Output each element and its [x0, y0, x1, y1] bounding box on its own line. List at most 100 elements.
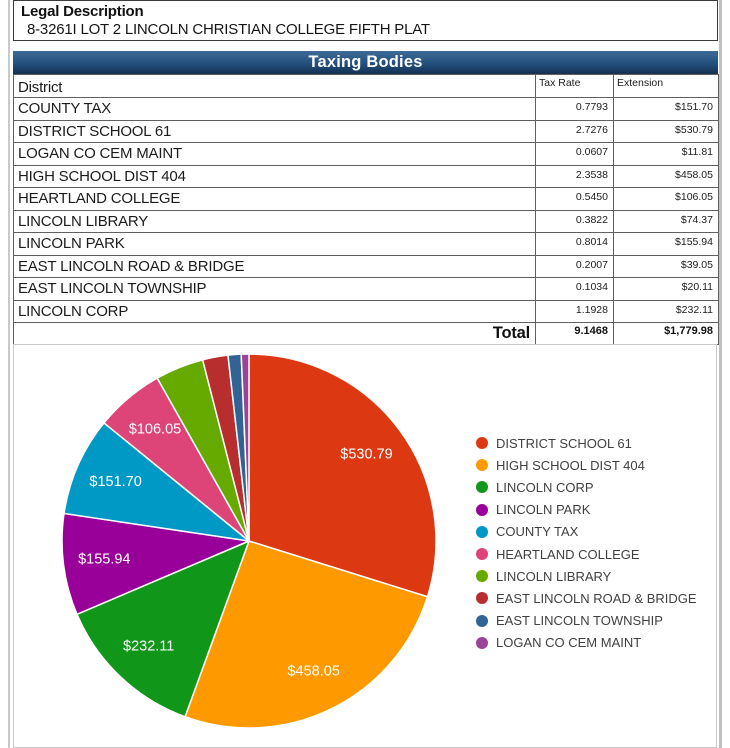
legend-label: LINCOLN PARK	[496, 502, 591, 518]
pie-slice	[63, 422, 250, 542]
legend-color-dot-icon	[476, 570, 488, 583]
pie-slice	[76, 540, 250, 718]
column-header-extension: Extension	[613, 74, 719, 98]
legend-label: HEARTLAND COLLEGE	[496, 546, 640, 562]
district-cell: LINCOLN CORP	[13, 299, 536, 323]
district-cell: EAST LINCOLN TOWNSHIP	[13, 277, 536, 301]
pie-slice-label: $530.79	[340, 446, 392, 462]
extension-cell: $74.37	[613, 209, 719, 233]
pie-slice-label: $155.94	[78, 551, 130, 567]
table-row: HIGH SCHOOL DIST 404 2.3538 $458.05	[13, 164, 719, 188]
table-row: LINCOLN LIBRARY 0.3822 $74.37	[13, 209, 719, 233]
tax-rate-cell: 2.7276	[535, 119, 614, 143]
district-cell: HEARTLAND COLLEGE	[13, 187, 536, 211]
district-cell: LINCOLN PARK	[13, 232, 536, 256]
legend-item: DISTRICT SCHOOL 61	[476, 432, 697, 454]
extension-cell: $151.70	[613, 97, 719, 121]
pie-slice-label: $151.70	[89, 474, 141, 490]
tax-rate-cell: 0.7793	[535, 97, 614, 121]
legend-item: EAST LINCOLN ROAD & BRIDGE	[476, 587, 697, 609]
table-row: COUNTY TAX 0.7793 $151.70	[13, 97, 719, 121]
legend-color-dot-icon	[476, 459, 488, 472]
legend-label: LINCOLN LIBRARY	[496, 568, 612, 584]
legend-label: EAST LINCOLN TOWNSHIP	[496, 613, 663, 629]
legend-label: DISTRICT SCHOOL 61	[496, 435, 632, 451]
tax-rate-cell: 1.1928	[535, 299, 614, 323]
legend-color-dot-icon	[476, 548, 488, 561]
chart-legend: DISTRICT SCHOOL 61 HIGH SCHOOL DIST 404 LI…	[476, 432, 697, 654]
pie-slice	[248, 353, 437, 598]
legend-label: EAST LINCOLN ROAD & BRIDGE	[496, 590, 697, 606]
pie-chart: $530.79 $458.05 $232.11 $155.94 $151.70 $106.…	[61, 353, 437, 729]
district-cell: HIGH SCHOOL DIST 404	[13, 164, 536, 188]
legend-item: LINCOLN LIBRARY	[476, 565, 697, 587]
legend-item: HEARTLAND COLLEGE	[476, 543, 697, 565]
table-total-row: Total 9.1468 $1,779.98	[13, 322, 719, 345]
taxing-bodies-header: Taxing Bodies	[13, 51, 718, 74]
extension-cell: $530.79	[613, 119, 719, 143]
legend-color-dot-icon	[476, 437, 488, 450]
district-cell: COUNTY TAX	[13, 97, 536, 121]
extension-cell: $20.11	[613, 277, 719, 301]
table-row: EAST LINCOLN TOWNSHIP 0.1034 $20.11	[13, 277, 719, 301]
legend-item: LINCOLN CORP	[476, 476, 697, 498]
district-cell: LOGAN CO CEM MAINT	[13, 142, 536, 166]
pie-slice	[184, 540, 429, 729]
legend-color-dot-icon	[476, 636, 488, 649]
legend-label: HIGH SCHOOL DIST 404	[496, 457, 645, 473]
legend-color-dot-icon	[476, 481, 488, 494]
pie-slice-label: $232.11	[123, 639, 174, 655]
legend-color-dot-icon	[476, 614, 488, 627]
extension-cell: $11.81	[613, 142, 719, 166]
table-row: LINCOLN PARK 0.8014 $155.94	[13, 232, 719, 256]
district-cell: DISTRICT SCHOOL 61	[13, 119, 536, 143]
table-row: DISTRICT SCHOOL 61 2.7276 $530.79	[13, 119, 719, 143]
tax-rate-cell: 0.0607	[535, 142, 614, 166]
page-right-border	[719, 0, 722, 748]
extension-cell: $458.05	[613, 164, 719, 188]
table-row: HEARTLAND COLLEGE 0.5450 $106.05	[13, 187, 719, 211]
legend-item: COUNTY TAX	[476, 521, 697, 543]
pie-slice-label: $458.05	[287, 664, 339, 680]
legal-description-heading: Legal Description	[21, 3, 144, 20]
tax-rate-cell: 0.3822	[535, 209, 614, 233]
legend-color-dot-icon	[476, 592, 488, 605]
tax-rate-cell: 0.2007	[535, 254, 614, 278]
table-row: LOGAN CO CEM MAINT 0.0607 $11.81	[13, 142, 719, 166]
extension-cell: $155.94	[613, 232, 719, 256]
total-tax-rate: 9.1468	[535, 322, 614, 345]
column-header-tax-rate: Tax Rate	[535, 74, 614, 98]
legal-description-text: 8-3261I LOT 2 LINCOLN CHRISTIAN COLLEGE …	[27, 21, 430, 38]
legend-label: LINCOLN CORP	[496, 479, 594, 495]
legend-label: COUNTY TAX	[496, 524, 579, 540]
total-label: Total	[13, 322, 536, 345]
table-header-row: District Tax Rate Extension	[13, 74, 719, 98]
pie-slice	[61, 512, 250, 616]
legend-label: LOGAN CO CEM MAINT	[496, 635, 642, 651]
legend-item: EAST LINCOLN TOWNSHIP	[476, 610, 697, 632]
table-row: EAST LINCOLN ROAD & BRIDGE 0.2007 $39.05	[13, 254, 719, 278]
pie-slice-label: $106.05	[129, 421, 181, 437]
legend-color-dot-icon	[476, 503, 488, 516]
extension-cell: $39.05	[613, 254, 719, 278]
district-cell: EAST LINCOLN ROAD & BRIDGE	[13, 254, 536, 278]
tax-distribution-chart: $530.79 $458.05 $232.11 $155.94 $151.70 $106.…	[13, 344, 717, 748]
tax-rate-cell: 0.8014	[535, 232, 614, 256]
legend-item: HIGH SCHOOL DIST 404	[476, 454, 697, 476]
legend-color-dot-icon	[476, 525, 488, 538]
legal-description-box: Legal Description 8-3261I LOT 2 LINCOLN …	[13, 0, 718, 41]
column-header-district: District	[13, 74, 536, 98]
taxing-bodies-table: District Tax Rate Extension COUNTY TAX 0.…	[13, 74, 719, 345]
legend-item: LINCOLN PARK	[476, 499, 697, 521]
pie-slice	[240, 353, 250, 542]
tax-rate-cell: 2.3538	[535, 164, 614, 188]
tax-rate-cell: 0.5450	[535, 187, 614, 211]
tax-rate-cell: 0.1034	[535, 277, 614, 301]
district-cell: LINCOLN LIBRARY	[13, 209, 536, 233]
extension-cell: $106.05	[613, 187, 719, 211]
legend-item: LOGAN CO CEM MAINT	[476, 632, 697, 654]
page-left-border	[8, 0, 10, 748]
total-extension: $1,779.98	[613, 322, 719, 345]
extension-cell: $232.11	[613, 299, 719, 323]
